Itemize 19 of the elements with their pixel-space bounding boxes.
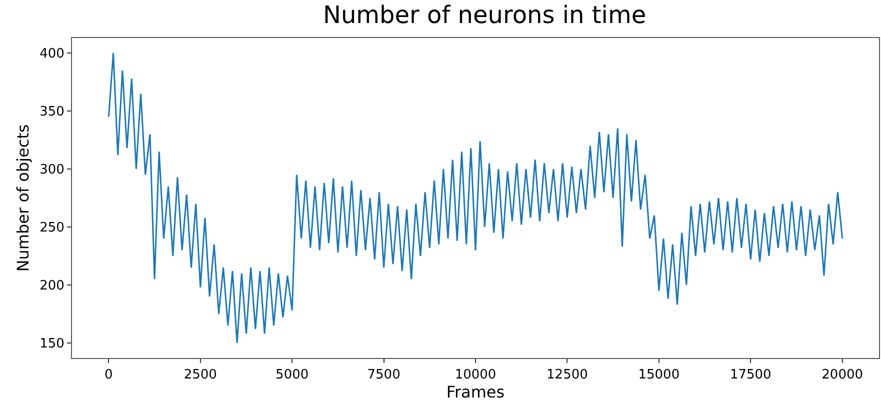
x-tick-label: 10000	[454, 368, 496, 383]
x-tick-label: 12500	[546, 368, 588, 383]
line-series	[108, 52, 844, 344]
x-tick-label: 5000	[276, 368, 309, 383]
y-tick-label: 350	[40, 104, 64, 120]
y-tick-label: 200	[40, 278, 64, 294]
x-tick-label: 20000	[822, 368, 863, 383]
x-tick-label: 7500	[367, 368, 400, 383]
y-axis-title: Number of objects	[13, 124, 32, 272]
y-tick-label: 150	[40, 336, 64, 352]
y-tick-label: 400	[40, 46, 64, 62]
x-tick-label: 0	[104, 368, 113, 383]
x-tick-label: 15000	[638, 368, 680, 383]
y-tick-label: 250	[40, 220, 64, 236]
x-tick-label: 2500	[184, 368, 217, 383]
x-axis-title: Frames	[446, 382, 505, 402]
chart-title: Number of neurons in time	[323, 0, 646, 29]
x-tick-label: 17500	[730, 368, 772, 383]
y-tick-label: 300	[40, 162, 64, 178]
